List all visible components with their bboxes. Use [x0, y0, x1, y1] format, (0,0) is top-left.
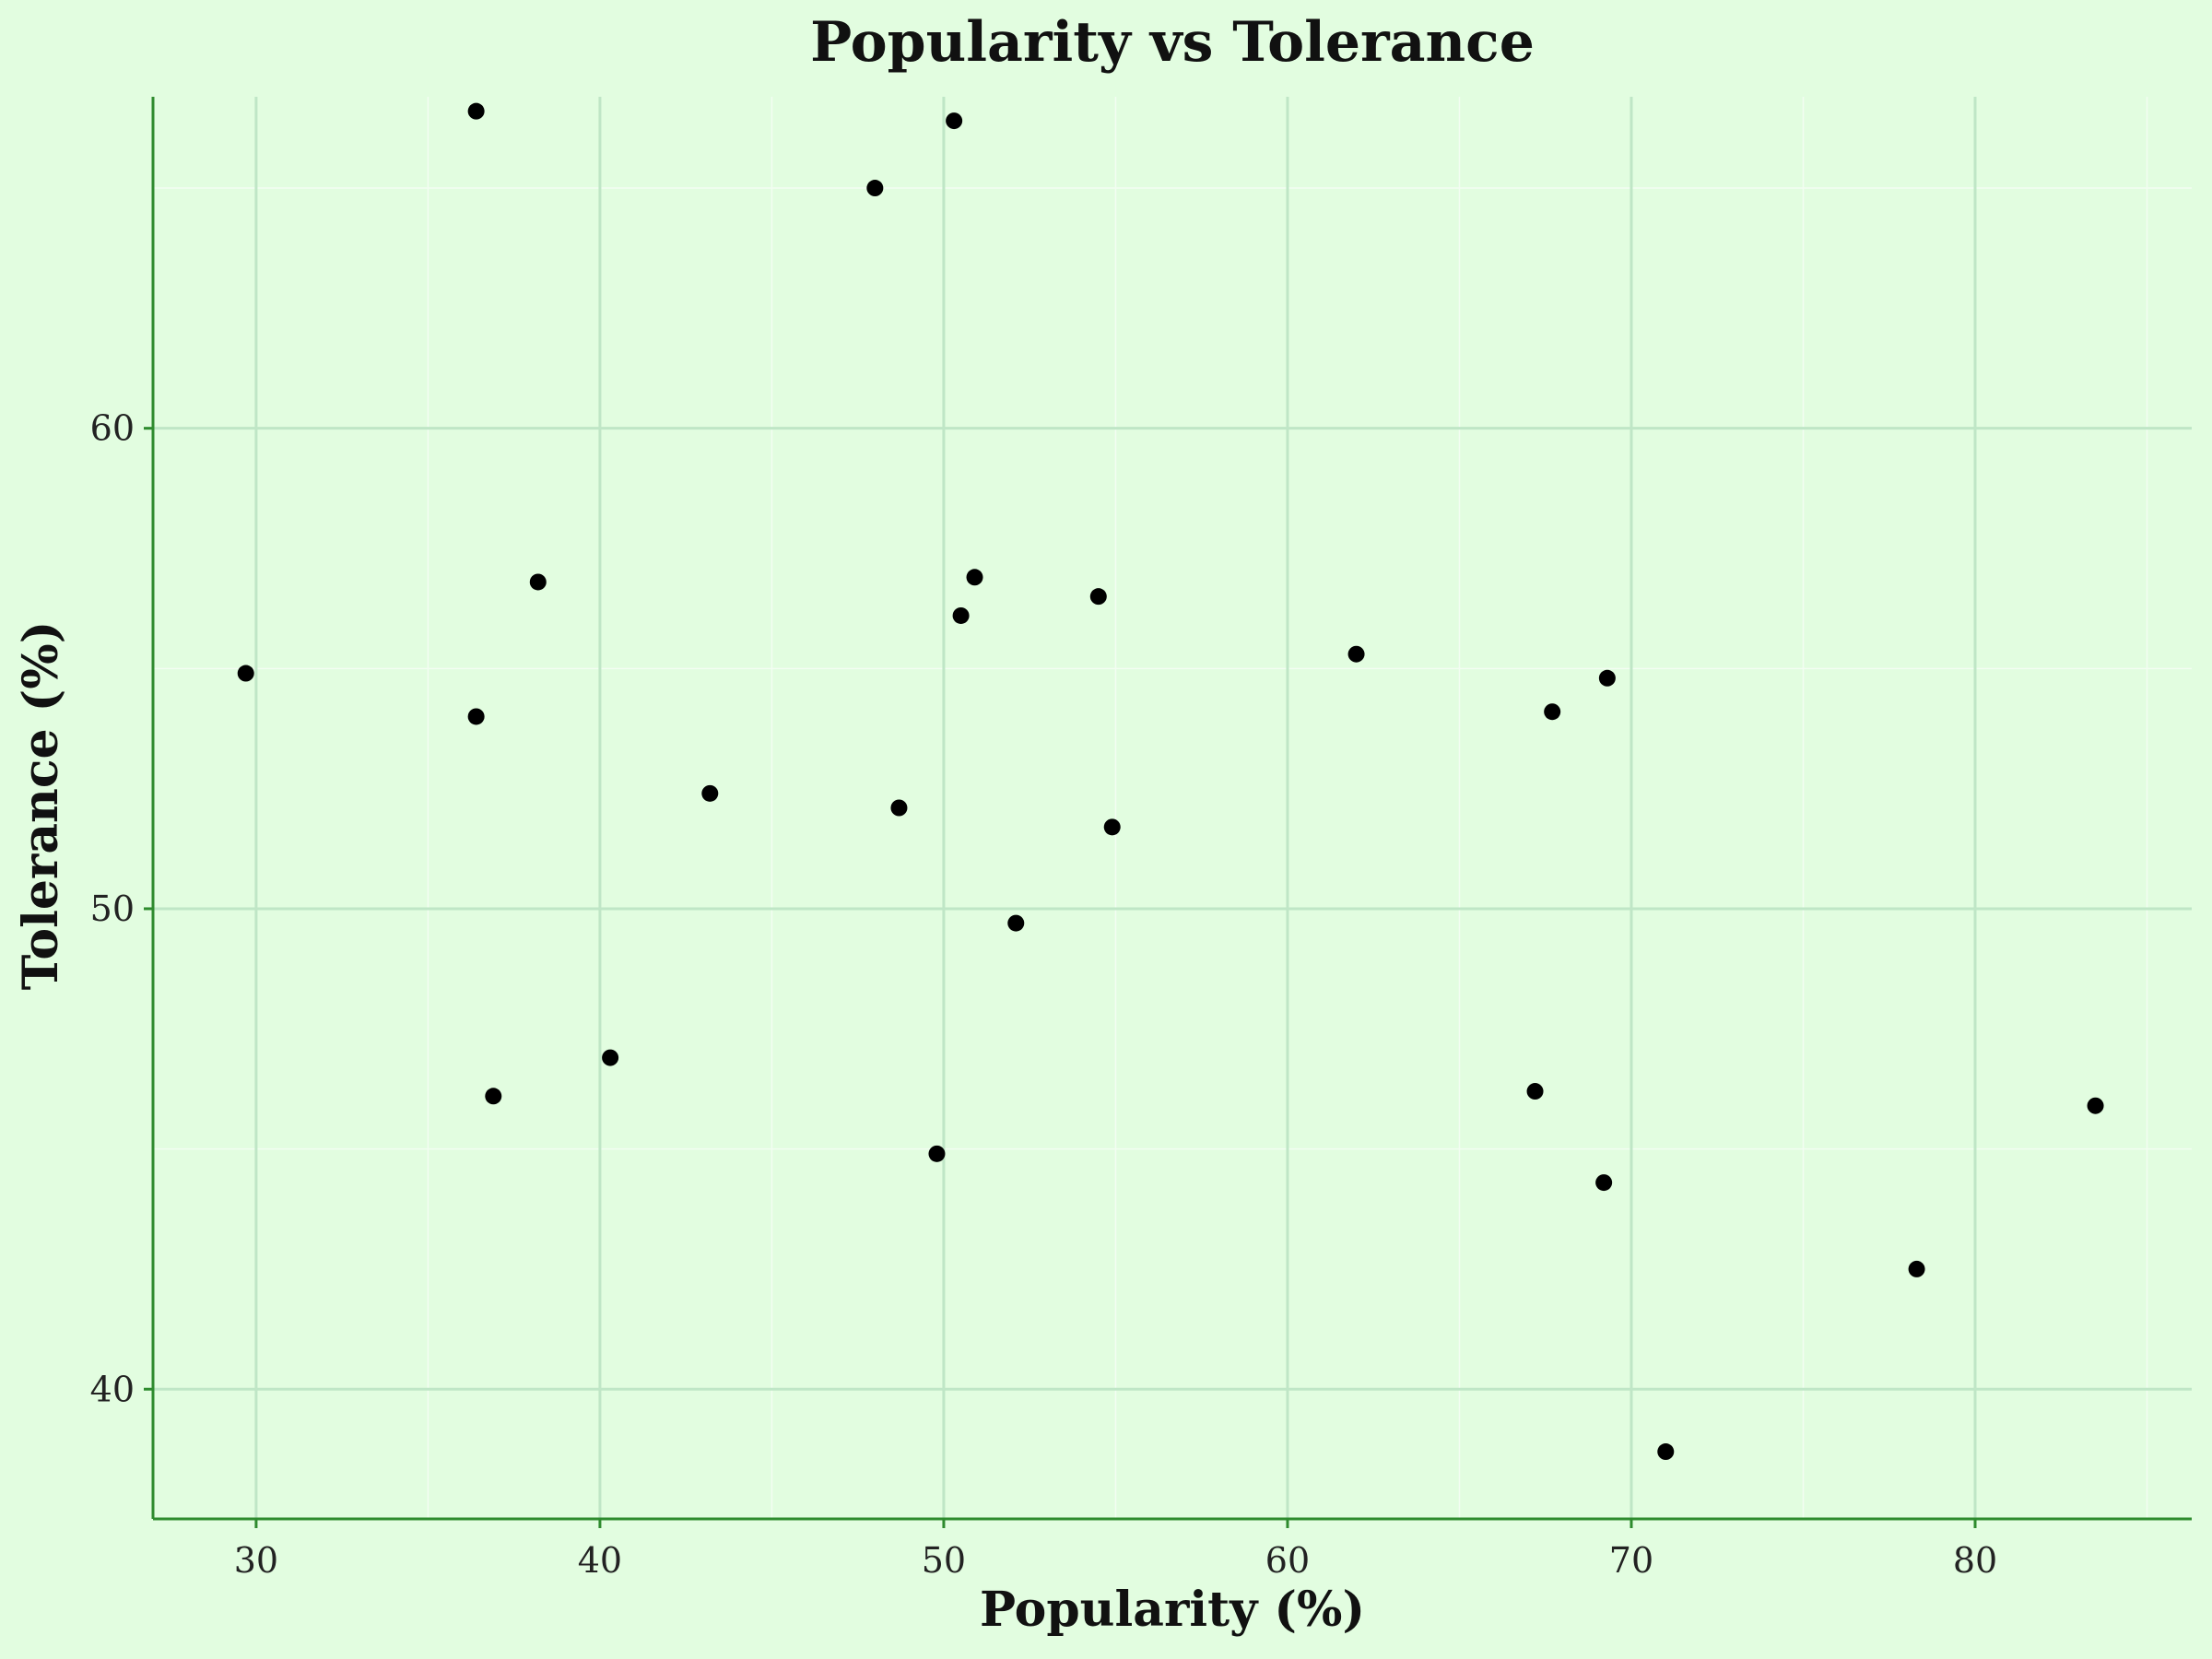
y-axis-ticks: 40 50 60: [90, 408, 153, 1409]
minor-gridlines: [153, 97, 2192, 1519]
data-point: [966, 569, 983, 586]
x-tick-label: 40: [578, 1540, 622, 1581]
data-point: [701, 784, 719, 802]
data-point: [529, 573, 547, 591]
data-point: [237, 665, 254, 682]
x-tick-label: 60: [1265, 1540, 1310, 1581]
axes: [151, 97, 2192, 1521]
data-point: [1526, 1083, 1544, 1100]
data-point: [1089, 588, 1107, 606]
y-tick-label: 60: [90, 408, 135, 449]
x-tick-label: 70: [1609, 1540, 1653, 1581]
chart-title: Popularity vs Tolerance: [810, 10, 1535, 75]
data-point: [2087, 1097, 2104, 1114]
x-tick-label: 30: [234, 1540, 278, 1581]
data-point: [952, 606, 970, 624]
y-tick-label: 50: [90, 888, 135, 929]
data-point: [1595, 1174, 1613, 1192]
data-point: [467, 708, 485, 725]
data-point: [1007, 914, 1025, 932]
data-point: [1657, 1443, 1675, 1461]
data-point: [928, 1145, 946, 1162]
y-axis-title: Tolerance (%): [13, 621, 69, 991]
data-point: [1544, 703, 1561, 721]
data-point: [890, 799, 908, 817]
data-point: [485, 1088, 502, 1105]
x-tick-label: 80: [1953, 1540, 1997, 1581]
major-gridlines: [153, 97, 2192, 1519]
y-tick-label: 40: [90, 1369, 135, 1409]
data-point: [1347, 645, 1365, 663]
data-point: [866, 180, 884, 197]
data-point: [1908, 1260, 1925, 1277]
data-point: [946, 112, 963, 130]
x-tick-label: 50: [922, 1540, 966, 1581]
x-axis-title: Popularity (%): [980, 1582, 1365, 1638]
data-point: [1598, 669, 1616, 687]
data-point: [467, 102, 485, 120]
x-axis-ticks: 30 40 50 60 70 80: [234, 1519, 1997, 1581]
data-point: [602, 1049, 619, 1066]
data-points: [237, 102, 2104, 1461]
data-point: [1103, 818, 1121, 836]
